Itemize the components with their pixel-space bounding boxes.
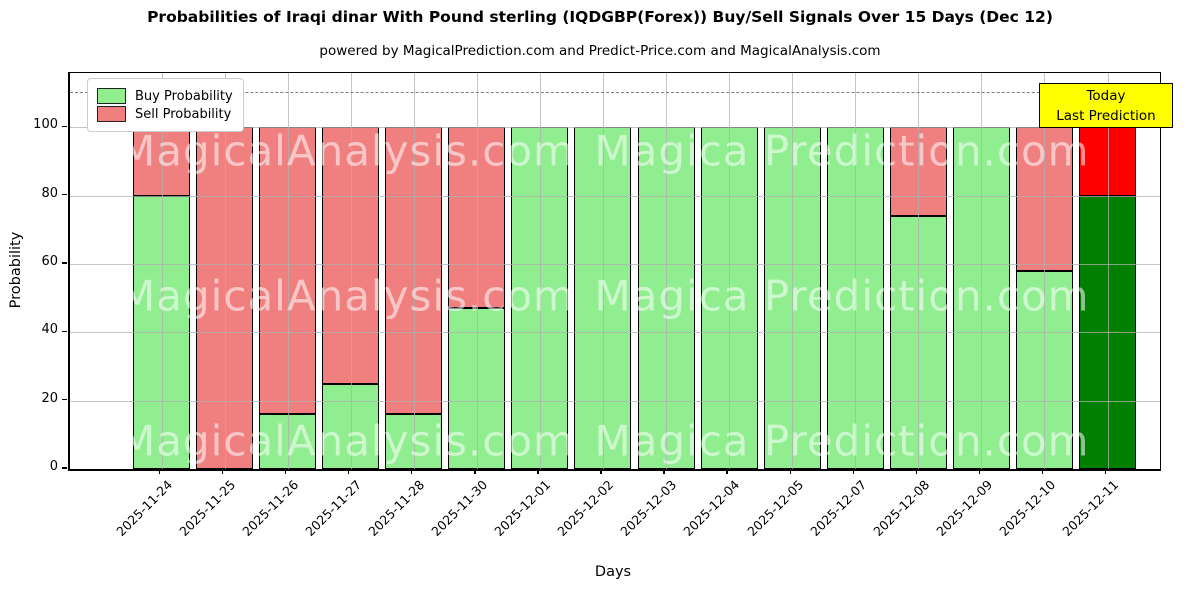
legend-label-buy: Buy Probability (135, 88, 233, 104)
x-tickmark (978, 469, 981, 474)
bar-segment-buy-2025-12-02 (574, 127, 632, 469)
bar-segment-buy-2025-11-30 (448, 308, 506, 469)
x-tick-label: 2025-12-01 (491, 477, 554, 539)
bar-segment-sell-2025-12-08 (889, 127, 947, 217)
bar-segment-buy-2025-11-24 (133, 195, 190, 469)
bar-segment-buy-2025-12-08 (889, 216, 947, 469)
bar-segment-sell-2025-12-11 (1079, 127, 1137, 196)
bar-segment-buy-2025-12-09 (952, 127, 1010, 469)
x-tickmark (221, 469, 224, 474)
x-tickmark (1041, 469, 1044, 474)
x-tickmark (663, 469, 665, 474)
legend-item-sell: Sell Probability (97, 106, 233, 122)
bar-segment-sell-2025-11-25 (196, 127, 254, 469)
x-tick-label: 2025-12-07 (806, 477, 869, 539)
x-tickmark (474, 469, 476, 474)
x-tickmark (348, 469, 350, 474)
x-tick-label: 2025-11-30 (428, 477, 491, 539)
chart-title: Probabilities of Iraqi dinar With Pound … (147, 8, 1053, 26)
x-tickmark (411, 469, 413, 474)
bar-segment-sell-2025-11-30 (448, 127, 506, 309)
y-axis-label: Probability (8, 231, 24, 309)
bar-segment-sell-2025-11-28 (385, 127, 443, 415)
x-tickmark (915, 469, 918, 474)
bar-segment-buy-2025-12-01 (511, 127, 569, 469)
x-tickmark (600, 469, 602, 474)
bar-segment-buy-2025-12-11 (1079, 195, 1137, 469)
x-tickmark (1104, 469, 1107, 474)
x-tick-label: 2025-12-03 (617, 477, 680, 539)
x-tick-label: 2025-12-11 (1059, 477, 1122, 539)
legend: Buy Probability Sell Probability (87, 78, 244, 132)
bar-segment-sell-2025-11-26 (259, 127, 317, 415)
x-tick-label: 2025-11-28 (365, 477, 428, 539)
x-tick-label: 2025-12-09 (933, 477, 996, 539)
x-tick-label: 2025-12-10 (996, 477, 1059, 539)
y-tick-label: 60 (41, 253, 58, 269)
x-tickmark (537, 469, 539, 474)
x-tick-label: 2025-11-27 (302, 477, 365, 539)
bar-segment-sell-2025-12-10 (1015, 127, 1073, 271)
x-axis-label: Days (594, 564, 632, 580)
dashed-threshold-line (70, 92, 1160, 93)
x-tickmark (726, 469, 728, 474)
y-tick-label: 40 (41, 322, 58, 338)
x-tick-label: 2025-11-25 (176, 477, 239, 539)
sell-swatch-icon (97, 106, 126, 122)
legend-item-buy: Buy Probability (97, 88, 233, 104)
x-tick-label: 2025-12-05 (743, 477, 806, 539)
y-tickmark (62, 262, 67, 264)
x-tickmark (789, 469, 791, 474)
bar-segment-buy-2025-12-03 (637, 127, 695, 469)
bar-segment-buy-2025-11-28 (385, 414, 443, 469)
x-tickmark (284, 469, 287, 474)
today-annotation-line1: Today (1086, 87, 1126, 104)
y-tick-label: 100 (33, 117, 58, 133)
x-tick-label: 2025-12-08 (869, 477, 932, 539)
y-tickmark (62, 330, 67, 332)
bar-segment-buy-2025-12-04 (700, 127, 758, 469)
x-tickmark (158, 469, 161, 474)
bar-segment-buy-2025-12-10 (1015, 270, 1073, 469)
y-tickmark (62, 193, 67, 196)
bar-segment-sell-2025-11-27 (322, 127, 380, 384)
legend-label-sell: Sell Probability (135, 106, 232, 122)
y-tick-label: 80 (41, 185, 58, 201)
x-tickmark (852, 469, 854, 474)
bar-segment-buy-2025-12-07 (826, 127, 884, 469)
y-tick-label: 20 (41, 390, 58, 406)
x-tick-label: 2025-11-24 (113, 477, 176, 539)
x-tick-label: 2025-11-26 (239, 477, 302, 539)
y-tickmark (62, 398, 67, 401)
bar-segment-buy-2025-11-27 (322, 383, 380, 469)
y-tickmark (62, 467, 67, 469)
today-annotation: Today Last Prediction (1039, 83, 1173, 128)
y-tick-label: 0 (49, 459, 58, 474)
bar-segment-buy-2025-11-26 (259, 414, 317, 469)
bar-segment-sell-2025-11-24 (133, 127, 190, 196)
chart-subtitle: powered by MagicalPrediction.com and Pre… (319, 43, 881, 59)
buy-swatch-icon (97, 88, 126, 104)
bar-segment-buy-2025-12-05 (763, 127, 821, 469)
x-tick-label: 2025-12-02 (554, 477, 617, 539)
today-annotation-line2: Last Prediction (1056, 107, 1156, 124)
y-tickmark (62, 125, 67, 127)
x-tick-label: 2025-12-04 (680, 477, 743, 539)
